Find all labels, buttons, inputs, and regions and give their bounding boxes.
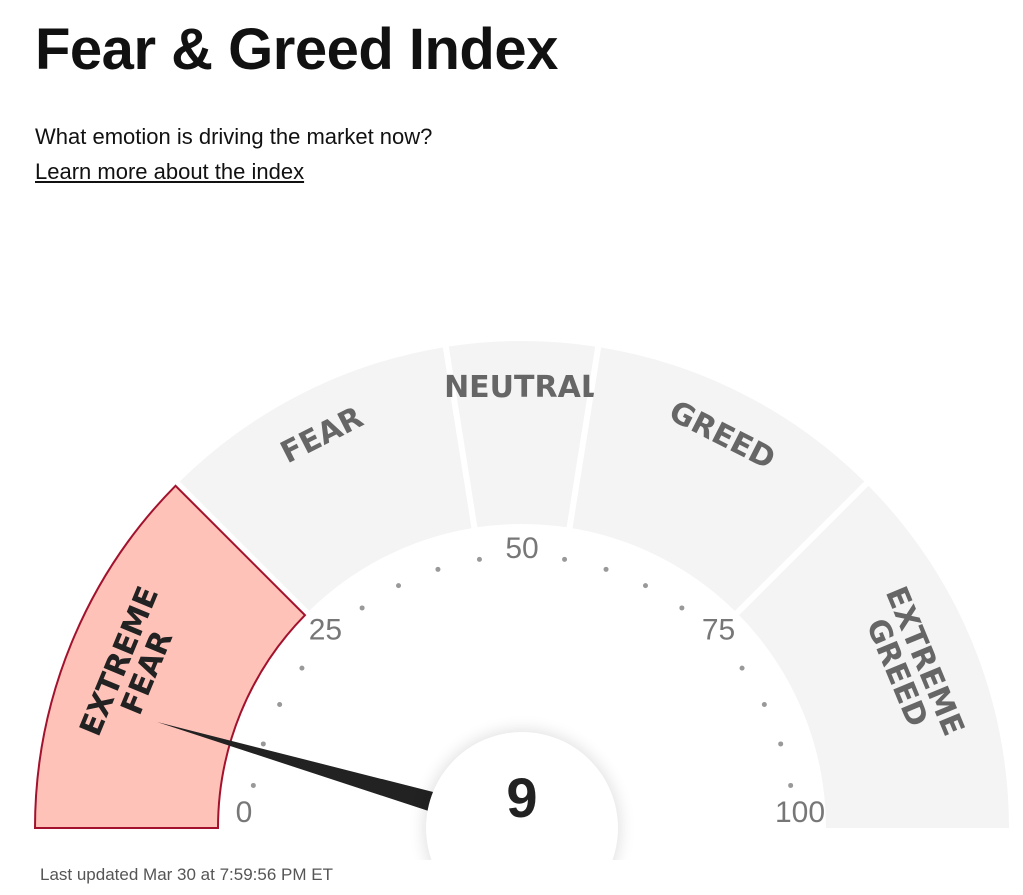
tick-dot: [435, 566, 441, 572]
segment-label: NEUTRAL: [444, 370, 600, 405]
gauge-segment: [572, 347, 865, 611]
tick-label: 25: [309, 613, 342, 646]
tick-dot: [359, 605, 365, 611]
dial: [426, 732, 618, 860]
tick-dot: [260, 741, 266, 747]
tick-label: 100: [775, 796, 825, 829]
tick-label: 75: [702, 613, 735, 646]
tick-dot: [761, 702, 767, 708]
tick-dot: [476, 556, 482, 562]
tick-dot: [250, 782, 256, 788]
tick-dot: [603, 566, 609, 572]
tick-dot: [562, 556, 568, 562]
tick-dot: [778, 741, 784, 747]
segment-label-line: NEUTRAL: [444, 370, 600, 405]
tick-label: 50: [505, 532, 538, 565]
gauge-segment: [448, 340, 596, 528]
gauge-segment: [179, 347, 472, 611]
learn-more-link[interactable]: Learn more about the index: [35, 159, 305, 184]
page-title: Fear & Greed Index: [35, 17, 558, 82]
tick-dot: [396, 583, 402, 589]
gauge: EXTREMEFEARFEARNEUTRALGREEDEXTREMEGREED0…: [33, 340, 1009, 860]
gauge-value: 9: [506, 766, 537, 829]
subtitle: What emotion is driving the market now?: [35, 124, 433, 149]
tick-dot: [739, 665, 745, 671]
tick-label: 0: [236, 796, 253, 829]
last-updated: Last updated Mar 30 at 7:59:56 PM ET: [40, 865, 333, 884]
tick-dot: [642, 583, 648, 589]
tick-dot: [299, 665, 305, 671]
tick-dot: [679, 605, 685, 611]
gauge-segment: [739, 485, 1009, 828]
tick-dot: [277, 702, 283, 708]
tick-dot: [788, 782, 794, 788]
gauge-segment: [33, 484, 307, 829]
